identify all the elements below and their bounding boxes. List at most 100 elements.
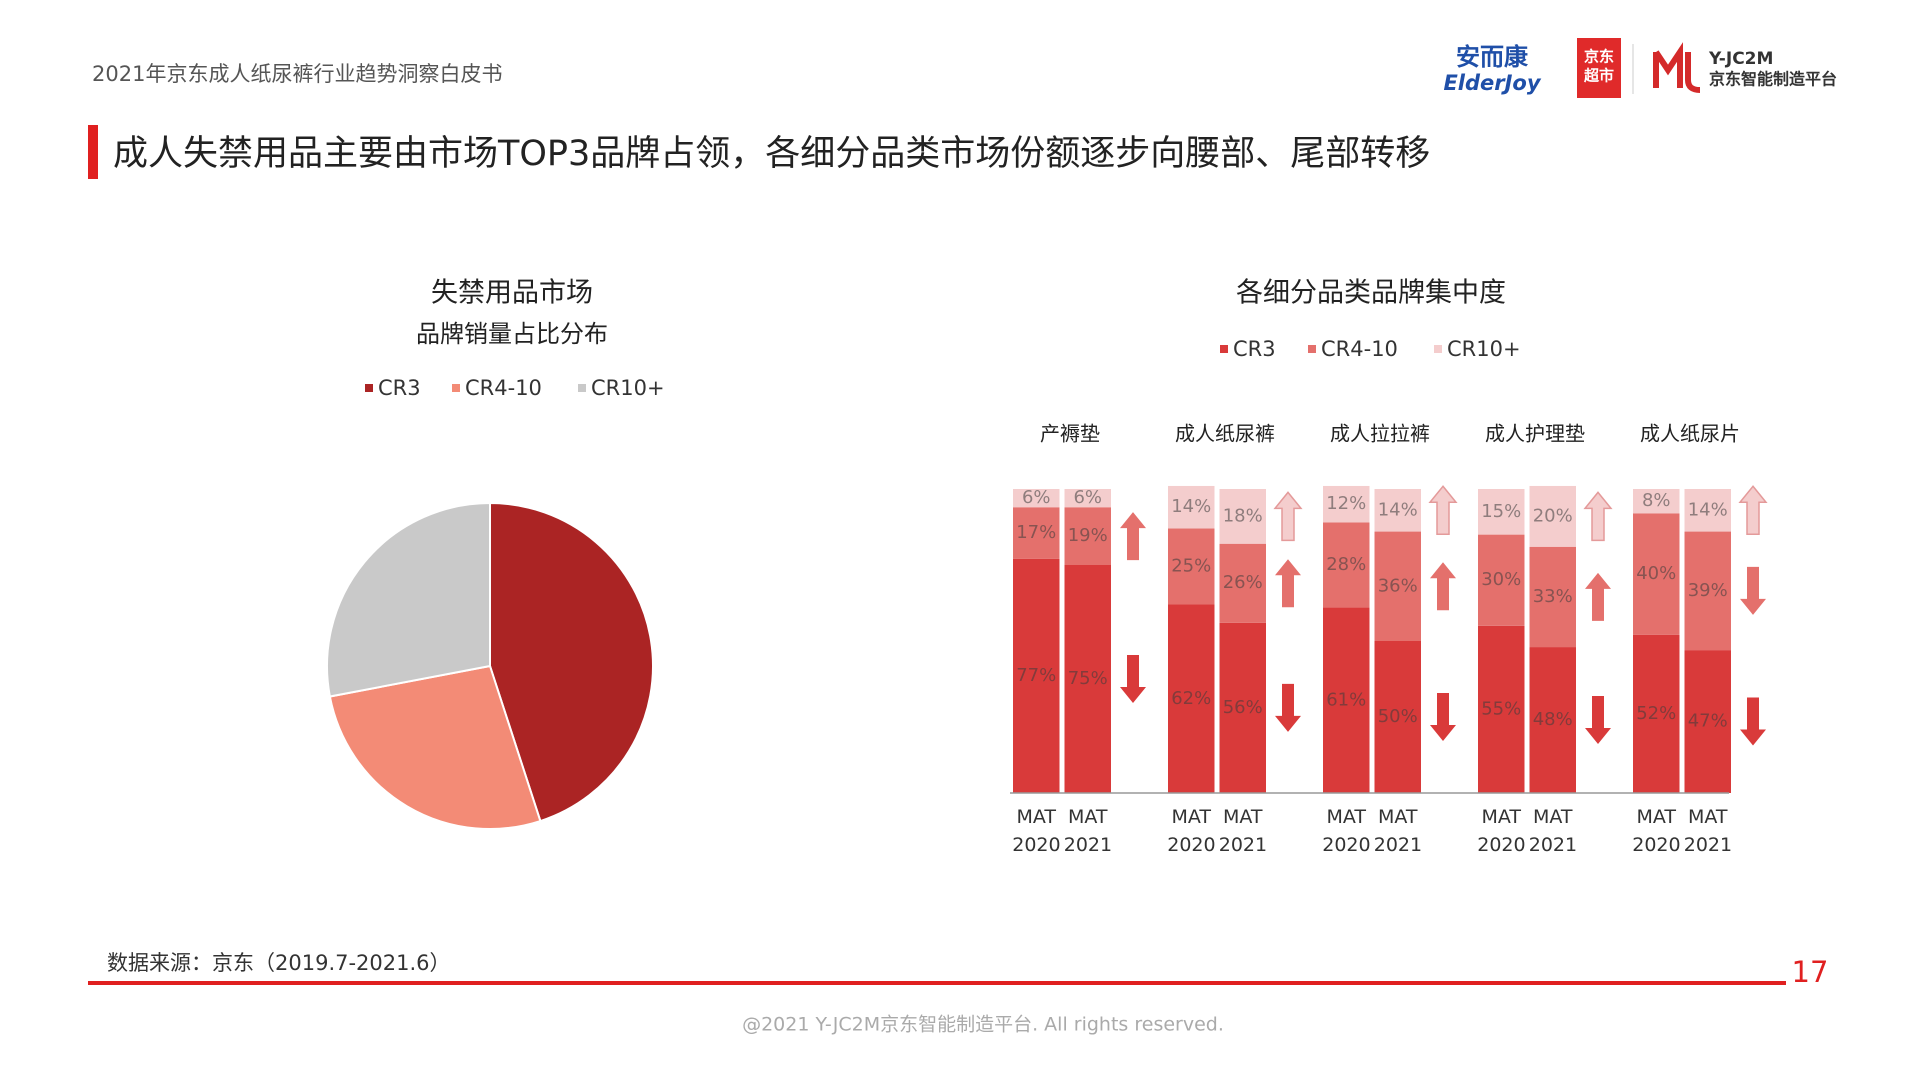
value-label: 6% — [1022, 487, 1051, 508]
bar-segment — [1529, 647, 1576, 793]
page-number: 17 — [1792, 955, 1829, 989]
legend-label: CR4-10 — [1321, 337, 1398, 361]
bar-segment — [1013, 507, 1060, 559]
trend-arrow — [1740, 566, 1766, 615]
bar-segment — [1219, 489, 1266, 544]
logo-text: Y-JC2M — [1708, 49, 1773, 69]
value-label: 39% — [1688, 580, 1728, 601]
pie-slice — [326, 501, 491, 698]
bar-segment — [1684, 531, 1731, 651]
value-label: 12% — [1326, 493, 1366, 514]
legend-label: CR3 — [1233, 337, 1276, 361]
bar-segment — [1013, 489, 1060, 508]
group-label: 成人纸尿裤 — [1175, 422, 1275, 446]
chart-title: 失禁用品市场 — [431, 278, 593, 309]
trend-arrow — [1585, 696, 1611, 745]
legend-label: CR4-10 — [465, 376, 542, 400]
trend-arrow — [1120, 512, 1146, 561]
value-label: 33% — [1533, 586, 1573, 607]
value-label: 30% — [1481, 569, 1521, 590]
value-label: 48% — [1533, 709, 1573, 730]
logo-text: 超市 — [1583, 67, 1614, 85]
x-tick-label: MAT 2020 — [1632, 806, 1681, 856]
bar-segment — [1529, 485, 1576, 547]
report-title: 2021年京东成人纸尿裤行业趋势洞察白皮书 — [92, 62, 502, 86]
x-tick-label: MAT 2020 — [1012, 806, 1061, 856]
value-label: 14% — [1378, 499, 1418, 520]
bar-segment — [1633, 513, 1680, 635]
value-label: 62% — [1171, 688, 1211, 709]
trend-arrow — [1585, 572, 1611, 621]
x-tick-label: MAT 2021 — [1683, 806, 1733, 856]
x-tick-label: MAT 2020 — [1167, 806, 1216, 856]
value-label: 19% — [1068, 525, 1108, 546]
value-label: 26% — [1223, 572, 1263, 593]
pie-slice — [489, 501, 654, 823]
chart-subtitle: 品牌销量占比分布 — [416, 320, 608, 348]
trend-arrow — [1738, 485, 1768, 536]
bar-segment — [1323, 607, 1370, 793]
group-label: 成人护理垫 — [1485, 422, 1585, 446]
bar-segment — [1684, 650, 1731, 793]
value-label: 25% — [1171, 556, 1211, 577]
trend-arrow — [1430, 562, 1456, 611]
value-label: 40% — [1636, 563, 1676, 584]
slide-title: 成人失禁用品主要由市场TOP3品牌占领，各细分品类市场份额逐步向腰部、尾部转移 — [113, 134, 1430, 174]
chart-title: 各细分品类品牌集中度 — [1236, 278, 1506, 309]
x-tick-label: MAT 2021 — [1373, 806, 1423, 856]
bar-segment — [1013, 558, 1060, 793]
value-label: 52% — [1636, 703, 1676, 724]
bar-segment — [1478, 625, 1525, 793]
legend-marker — [1220, 345, 1228, 353]
value-label: 14% — [1171, 496, 1211, 517]
legend-marker — [365, 384, 373, 392]
legend-label: CR10+ — [591, 376, 665, 400]
bar-segment — [1529, 546, 1576, 648]
logo-text: 京东智能制造平台 — [1709, 70, 1837, 89]
jd-logo — [1577, 38, 1621, 98]
trend-arrow — [1275, 559, 1301, 608]
bar-segment — [1684, 489, 1731, 532]
value-label: 50% — [1378, 706, 1418, 727]
value-label: 15% — [1481, 501, 1521, 522]
trend-arrow — [1273, 491, 1303, 542]
trend-arrow — [1120, 655, 1146, 703]
bar-segment — [1374, 641, 1421, 793]
x-tick-label: MAT 2021 — [1218, 806, 1268, 856]
group-label: 产褥垫 — [1040, 422, 1100, 446]
legend-marker — [1434, 345, 1442, 353]
value-label: 17% — [1016, 522, 1056, 543]
bar-segment — [1323, 485, 1370, 523]
x-tick-label: MAT 2021 — [1528, 806, 1578, 856]
logo-text: ElderJoy — [1443, 71, 1541, 95]
x-tick-label: MAT 2020 — [1477, 806, 1526, 856]
copyright: @2021 Y-JC2M京东智能制造平台. All rights reserve… — [742, 1014, 1224, 1036]
bar-segment — [1633, 634, 1680, 793]
group-label: 成人纸尿片 — [1640, 422, 1740, 446]
source-note: 数据来源：京东（2019.7-2021.6） — [107, 951, 451, 975]
value-label: 8% — [1642, 490, 1671, 511]
legend-label: CR3 — [378, 376, 421, 400]
bar-segment — [1064, 565, 1111, 793]
bar-segment — [1064, 507, 1111, 565]
trend-arrow — [1583, 491, 1613, 542]
bar-segment — [1478, 534, 1525, 626]
pie-slice — [328, 664, 542, 830]
value-label: 55% — [1481, 698, 1521, 719]
bar-segment — [1219, 543, 1266, 623]
value-label: 20% — [1533, 505, 1573, 526]
x-tick-label: MAT 2020 — [1322, 806, 1371, 856]
value-label: 28% — [1326, 554, 1366, 575]
group-label: 成人拉拉裤 — [1330, 422, 1430, 446]
bar-segment — [1478, 489, 1525, 535]
value-label: 61% — [1326, 689, 1366, 710]
bar-segment — [1374, 531, 1421, 641]
trend-arrow — [1430, 693, 1456, 741]
bar-segment — [1064, 489, 1111, 508]
title-accent — [88, 125, 98, 179]
legend-marker — [578, 384, 586, 392]
x-tick-label: MAT 2021 — [1063, 806, 1113, 856]
trend-arrow — [1740, 697, 1766, 746]
